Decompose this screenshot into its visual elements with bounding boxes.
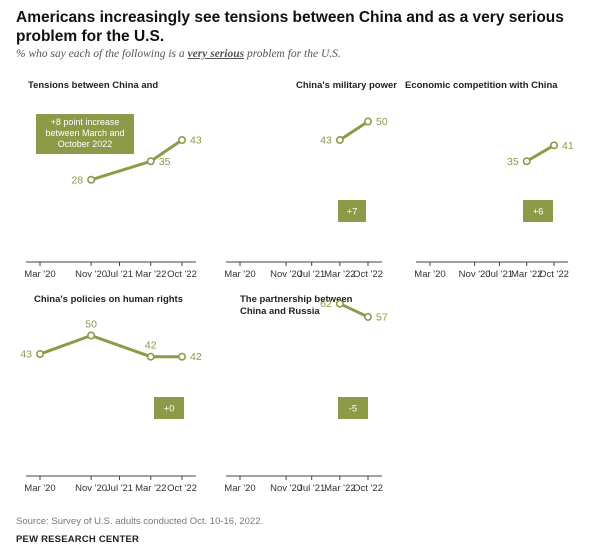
- x-tick-label: Nov '20: [270, 269, 302, 280]
- change-badge: [523, 200, 553, 222]
- data-label: 50: [85, 319, 97, 331]
- x-tick-label: Mar '22: [511, 269, 542, 280]
- subtitle-emphasis: very serious: [187, 48, 245, 60]
- source-note: Source: Survey of U.S. adults conducted …: [16, 516, 264, 527]
- data-point: [146, 352, 155, 361]
- change-badge: [338, 397, 368, 419]
- data-label: 57: [376, 311, 388, 323]
- x-tick-label: Mar '20: [24, 269, 55, 280]
- change-badge-label: +6: [533, 207, 544, 218]
- x-tick-label: Oct '22: [353, 483, 383, 494]
- panel-title: Tensions between China and: [28, 80, 158, 91]
- x-tick-label: Nov '20: [75, 483, 107, 494]
- change-badge-label: +8 point increase between March and Octobe…: [45, 117, 124, 149]
- chart-title: Americans increasingly see tensions betw…: [16, 9, 564, 45]
- x-tick-label: Mar '22: [324, 483, 355, 494]
- x-tick-label: Mar '22: [324, 269, 355, 280]
- data-point: [146, 157, 155, 166]
- data-point: [178, 136, 187, 145]
- x-tick-label: Nov '20: [459, 269, 491, 280]
- x-tick-label: Mar '22: [135, 269, 166, 280]
- series-line: [39, 334, 182, 359]
- data-label: 28: [71, 174, 83, 186]
- data-point: [522, 157, 531, 166]
- data-label: 42: [145, 340, 157, 352]
- x-tick-label: Jul '21: [486, 269, 513, 280]
- panel-title: Economic competition with China: [405, 80, 558, 91]
- change-badge-label: -5: [349, 404, 357, 415]
- panel-title: China and Russia: [240, 306, 320, 317]
- x-tick-label: Jul '21: [106, 483, 133, 494]
- x-tick-label: Mar '20: [414, 269, 445, 280]
- x-tick-label: Jul '21: [298, 483, 325, 494]
- data-label: 43: [20, 349, 32, 361]
- data-label: 43: [320, 135, 332, 147]
- data-label: 42: [190, 351, 202, 363]
- x-tick-label: Mar '22: [135, 483, 166, 494]
- x-tick-label: Mar '20: [224, 483, 255, 494]
- data-label: 43: [190, 135, 202, 147]
- data-point: [363, 117, 372, 126]
- data-label: 50: [376, 116, 388, 128]
- change-badge: [36, 114, 134, 154]
- x-tick-label: Jul '21: [106, 269, 133, 280]
- data-point: [35, 350, 44, 359]
- change-badge: [154, 397, 184, 419]
- data-point: [335, 136, 344, 145]
- x-tick-label: Mar '20: [24, 483, 55, 494]
- subtitle-suffix: problem for the U.S.: [244, 48, 341, 60]
- change-badge: [338, 200, 366, 222]
- series-line: [339, 120, 369, 142]
- chart-subtitle: % who say each of the following is a ver…: [16, 48, 341, 60]
- data-label: 62: [320, 298, 332, 310]
- subtitle-prefix: % who say each of the following is a: [16, 48, 188, 60]
- data-point: [549, 141, 558, 150]
- panel-title: The partnership between: [240, 294, 353, 305]
- series-line: [339, 302, 369, 319]
- data-point: [87, 331, 96, 340]
- change-badge-label: +7: [347, 207, 358, 218]
- data-label: 35: [159, 156, 171, 168]
- data-label: 41: [562, 140, 574, 152]
- data-point: [363, 312, 372, 321]
- x-tick-label: Nov '20: [270, 483, 302, 494]
- series-line: [525, 144, 555, 163]
- panel-title: China's policies on human rights: [34, 294, 183, 305]
- data-label: 35: [507, 156, 519, 168]
- panel-title: China's military power: [296, 80, 397, 91]
- x-tick-label: Oct '22: [539, 269, 569, 280]
- data-point: [178, 352, 187, 361]
- x-tick-label: Oct '22: [167, 269, 197, 280]
- x-tick-label: Oct '22: [167, 483, 197, 494]
- brand-logo-text: PEW RESEARCH CENTER: [16, 534, 140, 545]
- x-tick-label: Mar '20: [224, 269, 255, 280]
- data-point: [87, 175, 96, 184]
- change-badge-label: +0: [164, 404, 175, 415]
- data-point: [335, 299, 344, 308]
- x-tick-label: Nov '20: [75, 269, 107, 280]
- x-tick-label: Jul '21: [298, 269, 325, 280]
- x-tick-label: Oct '22: [353, 269, 383, 280]
